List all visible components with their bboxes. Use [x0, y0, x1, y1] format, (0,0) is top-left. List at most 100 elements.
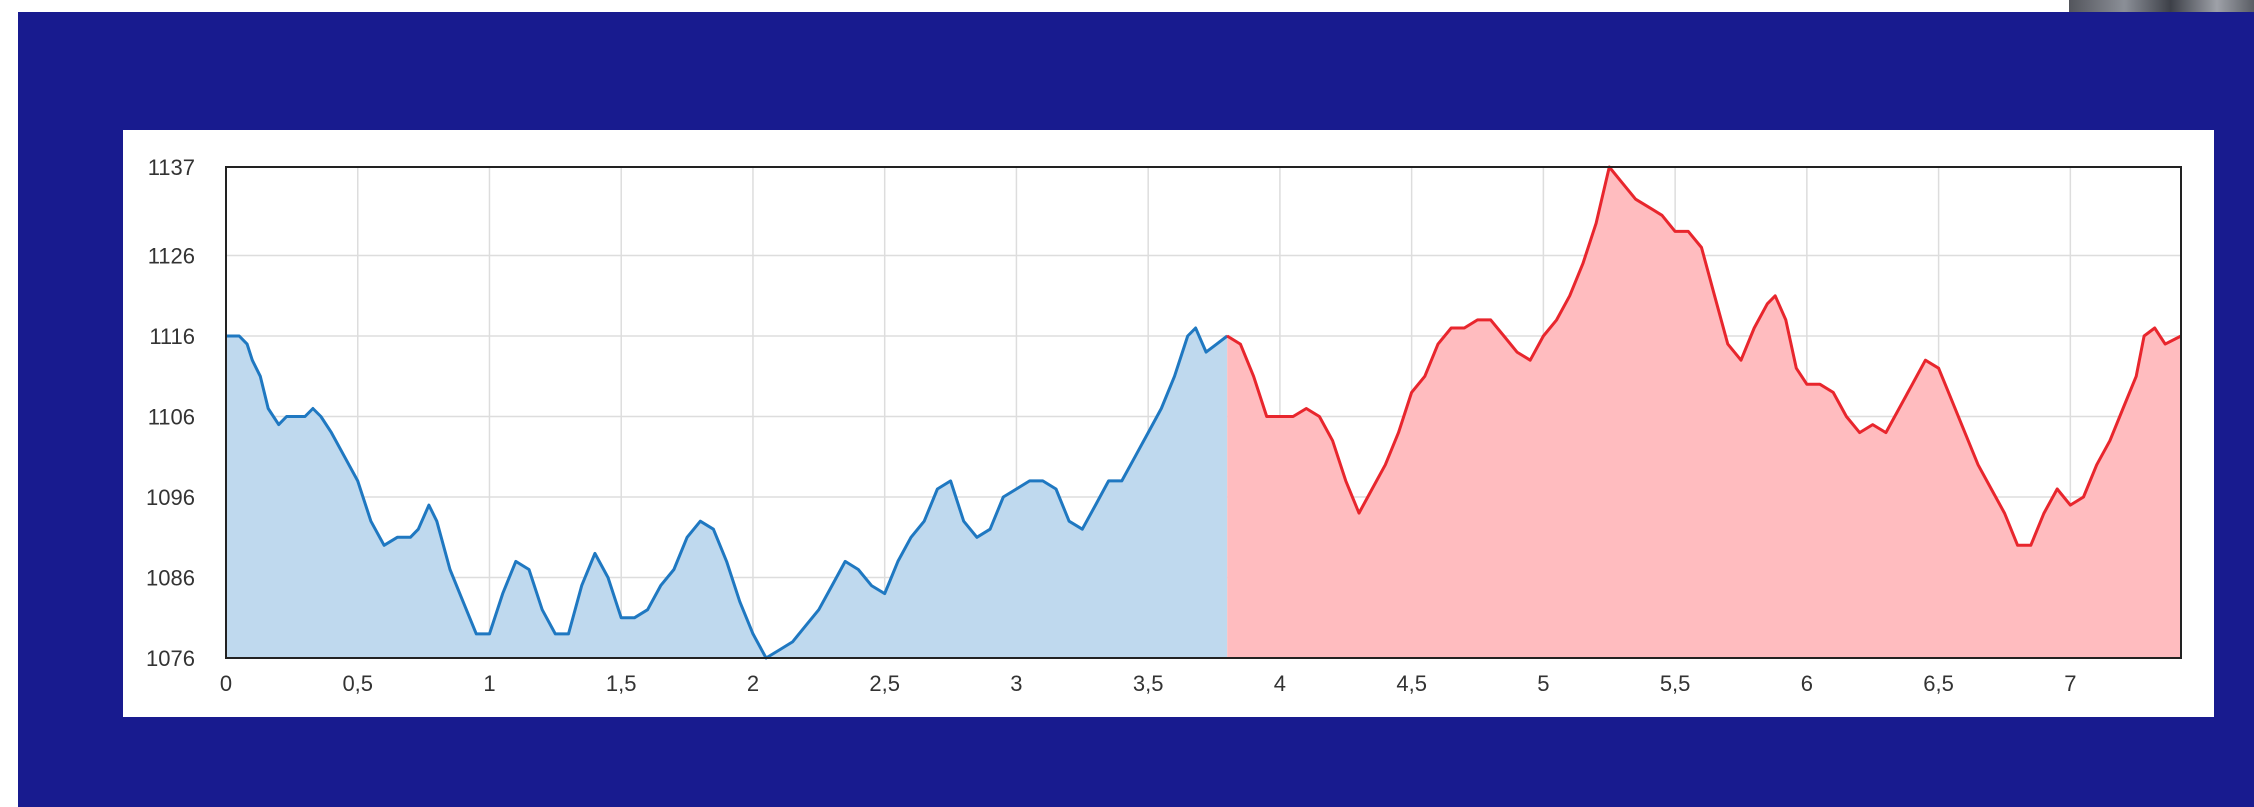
- data-point: [1661, 214, 1663, 217]
- data-point: [1924, 359, 1927, 361]
- data-point: [1951, 399, 1953, 402]
- data-point: [320, 415, 322, 418]
- data-point: [831, 584, 833, 587]
- data-point: [2109, 439, 2111, 442]
- data-point: [1774, 295, 1776, 297]
- data-point: [417, 528, 420, 530]
- data-point: [1186, 335, 1189, 337]
- data-point: [2164, 343, 2166, 345]
- data-point: [1885, 431, 1887, 434]
- data-point: [1094, 504, 1097, 506]
- data-point: [1785, 319, 1787, 321]
- data-point: [1410, 391, 1413, 394]
- completed-section-area: [226, 328, 1228, 658]
- data-point: [699, 520, 702, 522]
- data-point: [1977, 464, 1979, 466]
- data-point: [1582, 262, 1584, 265]
- data-point: [1265, 415, 1268, 418]
- data-point: [1160, 407, 1163, 410]
- data-point: [1384, 464, 1387, 466]
- data-point: [2082, 496, 2085, 498]
- data-point: [1279, 415, 1281, 418]
- x-tick-label: 5,5: [1660, 671, 1691, 696]
- y-tick-label: 1086: [146, 566, 195, 591]
- data-point: [883, 592, 886, 595]
- data-point: [501, 592, 504, 595]
- data-point: [2153, 327, 2156, 329]
- data-point: [580, 584, 583, 587]
- x-tick-label: 1,5: [606, 671, 637, 696]
- x-tick-label: 0: [220, 671, 232, 696]
- data-point: [312, 407, 314, 410]
- data-point: [1173, 375, 1176, 378]
- data-point: [646, 608, 649, 611]
- data-point: [712, 528, 715, 530]
- data-point: [1489, 319, 1492, 321]
- data-point: [554, 633, 557, 635]
- data-point: [1503, 335, 1505, 337]
- data-point: [1134, 456, 1136, 458]
- data-point: [475, 633, 478, 635]
- x-tick-label: 2,5: [869, 671, 900, 696]
- data-point: [1463, 327, 1466, 329]
- y-tick-label: 1096: [146, 485, 195, 510]
- data-point: [488, 633, 491, 635]
- data-point: [238, 335, 240, 337]
- data-point: [2016, 544, 2019, 547]
- data-point: [2069, 504, 2072, 506]
- data-point: [1795, 367, 1798, 369]
- corner-photo: [2069, 0, 2254, 12]
- data-point: [620, 617, 622, 619]
- data-point: [923, 520, 925, 522]
- data-point: [1107, 480, 1110, 482]
- data-point: [2122, 407, 2124, 410]
- elevation-chart-card: 1137 1126 1116 1106 1096 1086 1076 0 0,5 1 1,5 2 2,…: [123, 130, 2214, 717]
- y-tick-label: 1106: [148, 405, 195, 430]
- data-point: [428, 504, 430, 506]
- data-point: [1713, 295, 1716, 297]
- data-point: [2135, 375, 2137, 378]
- data-point: [1318, 415, 1321, 418]
- data-point: [1516, 351, 1518, 353]
- data-point: [1555, 319, 1558, 321]
- data-point: [857, 568, 860, 571]
- data-point: [2003, 512, 2006, 514]
- data-point: [409, 536, 412, 539]
- data-point: [1042, 480, 1044, 482]
- data-point: [1305, 407, 1308, 410]
- data-point: [370, 520, 372, 522]
- data-point: [396, 536, 399, 539]
- data-point: [897, 560, 899, 563]
- data-point: [1292, 415, 1294, 418]
- data-point: [1634, 198, 1637, 200]
- data-point: [330, 431, 333, 434]
- data-point: [2043, 512, 2045, 514]
- x-tick-label: 5: [1537, 671, 1549, 696]
- x-tick-label: 3,5: [1133, 671, 1164, 696]
- data-point: [1055, 488, 1057, 490]
- data-point: [1740, 359, 1742, 361]
- data-point: [976, 536, 978, 539]
- data-point: [541, 608, 543, 611]
- data-point: [1766, 303, 1769, 305]
- data-point: [844, 560, 846, 563]
- data-point: [1015, 488, 1018, 490]
- data-point: [804, 625, 807, 627]
- data-point: [1595, 222, 1597, 225]
- data-point: [1898, 407, 1900, 410]
- data-point: [2143, 335, 2145, 337]
- data-point: [1437, 343, 1439, 345]
- data-point: [1028, 480, 1031, 482]
- data-point: [686, 536, 688, 539]
- data-point: [1194, 327, 1197, 329]
- x-tick-label: 6,5: [1923, 671, 1954, 696]
- data-point: [304, 415, 306, 418]
- data-point: [436, 520, 438, 522]
- data-point: [949, 480, 952, 482]
- data-point: [1476, 319, 1479, 321]
- data-point: [251, 359, 254, 361]
- data-point: [1687, 230, 1690, 233]
- x-tick-label: 6: [1801, 671, 1813, 696]
- y-tick-label: 1116: [149, 324, 195, 349]
- series-areas: [226, 167, 2181, 658]
